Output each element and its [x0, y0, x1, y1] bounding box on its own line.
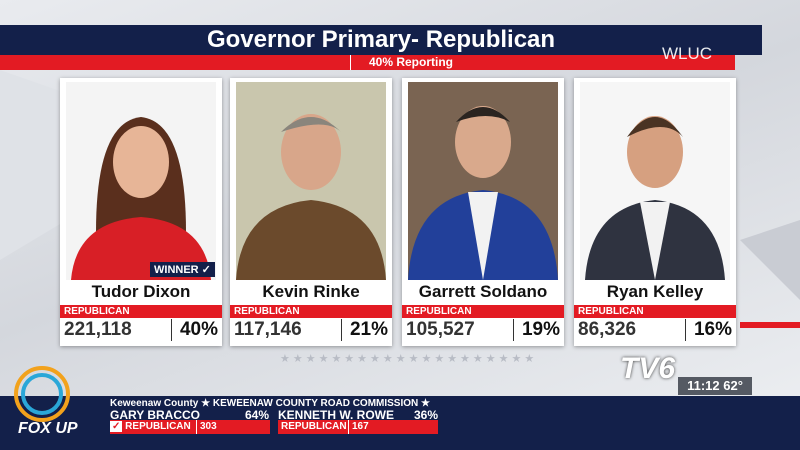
candidate-name: Ryan Kelley — [606, 282, 704, 301]
vote-percent: 16% — [684, 319, 732, 341]
temperature: 62° — [723, 378, 743, 393]
clock-time: 11:12 — [687, 378, 720, 393]
ticker-votes: 303 — [196, 420, 217, 434]
candidate-card: Kevin Rinke REPUBLICAN 117,146 21% — [230, 78, 392, 346]
vote-percent: 19% — [512, 319, 560, 341]
ticker-party-bar: ✓ REPUBLICAN 303 — [110, 420, 270, 434]
station-watermark: WLUC — [662, 44, 713, 63]
candidate-photo — [580, 82, 730, 280]
party-label: REPUBLICAN — [402, 305, 564, 318]
candidate-card: Garrett Soldano REPUBLICAN 105,527 19% — [402, 78, 564, 346]
candidate-name: Garrett Soldano — [418, 282, 548, 301]
vote-count: 105,527 — [406, 319, 475, 340]
vote-count: 221,118 — [64, 319, 132, 340]
ticker-party: REPUBLICAN — [125, 421, 191, 432]
ticker-party-bar: REPUBLICAN 167 — [278, 420, 438, 434]
winner-badge: WINNER ✓ — [150, 262, 215, 277]
title-bar: Governor Primary- Republican — [0, 25, 762, 55]
ticker-percent: 36% — [414, 408, 439, 422]
ticker-candidate-name: GARY BRACCO — [110, 408, 201, 422]
tv6-logo: TV6 — [620, 352, 676, 385]
party-label: REPUBLICAN — [60, 305, 222, 318]
party-label: REPUBLICAN — [230, 305, 392, 318]
party-label: REPUBLICAN — [574, 305, 736, 318]
title: Governor Primary- Republican — [206, 26, 556, 53]
candidate-card: WINNER ✓ Tudor Dixon REPUBLICAN 221,118 … — [60, 78, 222, 346]
svg-text:★★★★★★★★★★★★★★★★★★★★: ★★★★★★★★★★★★★★★★★★★★ — [280, 353, 537, 365]
ticker-race: Keweenaw County ★ KEWEENAW COUNTY ROAD C… — [110, 398, 430, 409]
station-roundel — [14, 366, 70, 422]
candidate-name: Tudor Dixon — [91, 282, 191, 301]
ticker-votes: 167 — [348, 420, 369, 434]
vote-count: 117,146 — [234, 319, 302, 340]
candidate-name: Kevin Rinke — [262, 282, 360, 301]
clock-box: 11:12 62° — [678, 377, 752, 395]
fox-logo: FOX UP — [18, 420, 78, 437]
ticker-candidate-name: KENNETH W. ROWE — [278, 408, 394, 422]
candidate-photo — [66, 82, 216, 280]
vote-count: 86,326 — [578, 319, 637, 340]
ticker-party: REPUBLICAN — [281, 421, 347, 432]
vote-percent: 21% — [340, 319, 388, 341]
candidate-photo — [236, 82, 386, 280]
ticker-check: ✓ — [110, 421, 123, 432]
vote-percent: 40% — [170, 319, 218, 341]
ticker-percent: 64% — [245, 408, 270, 422]
subtitle-bar: 40% Reporting — [0, 55, 735, 70]
candidate-photo — [408, 82, 558, 280]
candidate-card: Ryan Kelley REPUBLICAN 86,326 16% — [574, 78, 736, 346]
subtitle: 40% Reporting — [350, 55, 471, 70]
